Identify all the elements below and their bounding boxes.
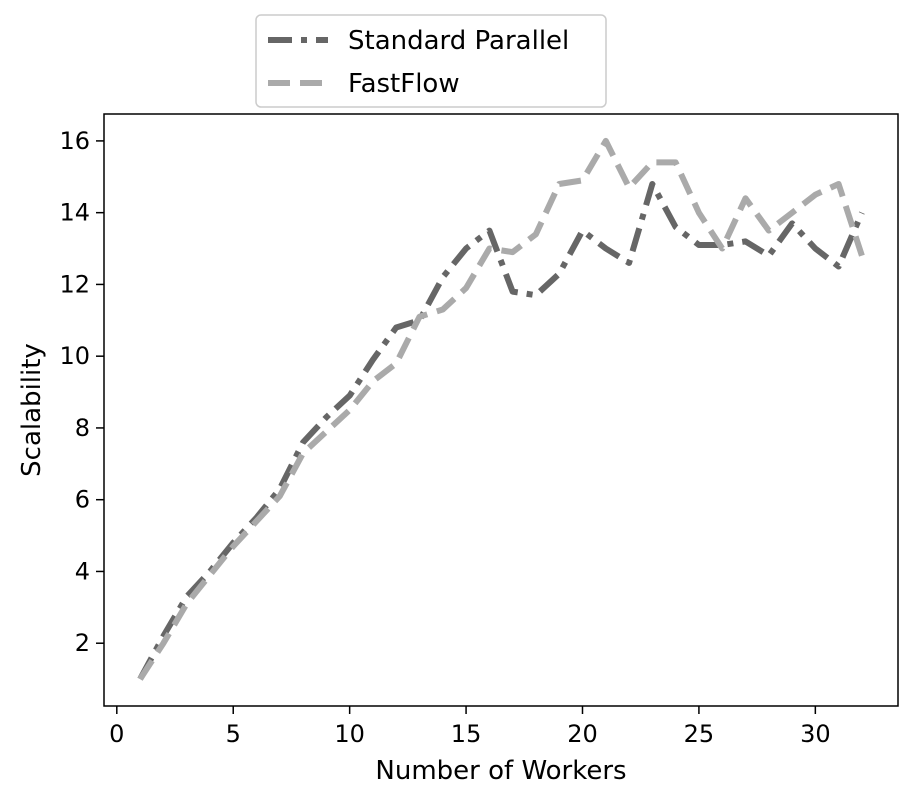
legend: Standard Parallel FastFlow	[255, 14, 607, 108]
x-tick-label: 10	[334, 720, 365, 748]
plot-lines	[137, 137, 865, 681]
legend-label-standard-parallel: Standard Parallel	[348, 26, 569, 56]
y-tick-label: 16	[59, 127, 90, 155]
y-tick-label: 6	[75, 486, 90, 514]
y-tick-label: 2	[75, 629, 90, 657]
x-tick-label: 0	[109, 720, 124, 748]
plot-area-frame	[103, 113, 899, 707]
legend-label-fastflow: FastFlow	[348, 69, 460, 99]
x-axis-label: Number of Workers	[375, 756, 626, 786]
x-axis-ticks: 0 5 10 15 20 25 30	[109, 706, 831, 748]
series-line-standard-parallel	[137, 181, 865, 681]
y-axis-ticks: 2 4 6 8 10 12 14 16	[59, 127, 104, 657]
y-tick-label: 10	[59, 342, 90, 370]
x-tick-label: 20	[567, 720, 598, 748]
y-axis-label: Scalability	[17, 343, 47, 477]
y-tick-label: 8	[75, 414, 90, 442]
series-line-fastflow	[137, 137, 865, 681]
y-tick-label: 14	[59, 199, 90, 227]
y-tick-label: 12	[59, 270, 90, 298]
x-tick-label: 5	[226, 720, 241, 748]
x-tick-label: 15	[451, 720, 482, 748]
x-tick-label: 30	[800, 720, 831, 748]
y-tick-label: 4	[75, 557, 90, 585]
x-tick-label: 25	[684, 720, 715, 748]
legend-box	[255, 14, 607, 108]
